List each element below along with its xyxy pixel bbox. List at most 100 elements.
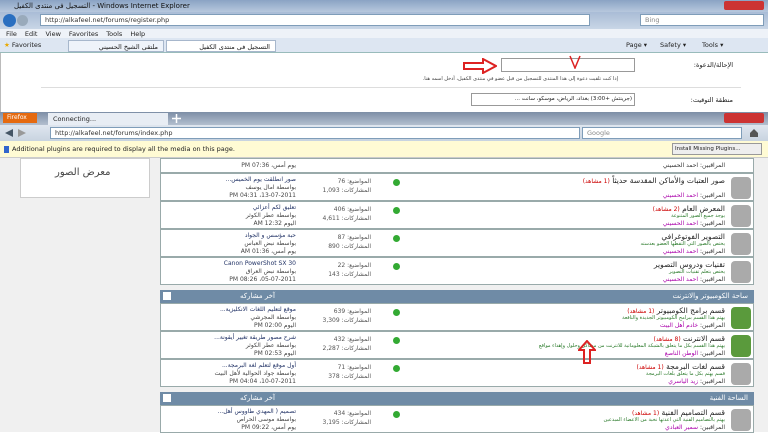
forum-title-link[interactable]: قسم لغات البرمجة xyxy=(666,362,725,371)
last-post-date: 13-07-2011، 04:31 PM xyxy=(229,192,296,199)
referrer-label: الإحالة/الدعوة: xyxy=(693,61,733,69)
forum-status-icon xyxy=(393,411,400,418)
last-post-link[interactable]: تصميم ( المهدي طاووس أهل... xyxy=(217,408,296,415)
menu-favorites[interactable]: Favorites xyxy=(68,30,99,38)
last-post-link[interactable]: حبة مؤسس و الجواد xyxy=(244,232,296,239)
last-post-header: آخر مشاركه xyxy=(240,394,275,402)
forum-title-link[interactable]: التصوير الفوتوغرافي xyxy=(661,232,725,241)
moderator-link[interactable]: خادم أهل البيت xyxy=(659,322,699,329)
menu-view[interactable]: View xyxy=(45,30,61,38)
forum-icon xyxy=(731,205,751,227)
last-post-link[interactable]: Canon PowerShot SX 30 xyxy=(223,260,296,267)
posts-count: المشاركات: 2,287 xyxy=(322,345,372,352)
menu-tools[interactable]: Tools xyxy=(106,30,123,38)
ie-tab-1[interactable]: ملتقى الشيخ الحسيني xyxy=(68,40,164,52)
moderator-link[interactable]: الوطن الناصع xyxy=(664,350,699,357)
collapse-icon[interactable] xyxy=(163,292,171,300)
last-post-date: اليوم 12:32 AM xyxy=(253,220,296,227)
forward-icon[interactable] xyxy=(17,15,28,26)
menu-file[interactable]: File xyxy=(6,30,17,38)
favorites-button[interactable]: ★ Favorites xyxy=(4,41,41,49)
forward-icon[interactable] xyxy=(17,128,27,138)
ie-address-bar: http://alkafeel.net/forums/register.php … xyxy=(0,12,768,29)
menu-help[interactable]: Help xyxy=(130,30,146,38)
last-post-author[interactable]: بواسطة نبض العباس xyxy=(244,240,296,247)
forum-status-icon xyxy=(393,365,400,372)
forum-title-link[interactable]: قسم برامج الكومبيوتر xyxy=(656,306,725,315)
last-post-author[interactable]: بواسطة امال يوسف xyxy=(245,184,297,191)
last-post-author[interactable]: بواسطة جواد الحوالية لأهل البيت xyxy=(214,370,296,377)
last-post-link[interactable]: موقع لتعليم اللغات الانكليزية... xyxy=(219,306,296,313)
last-post-date: يوم أمس، 01:36 AM xyxy=(240,248,296,255)
window-title: التسجيل فى منتدى الكفيل - Windows Intern… xyxy=(14,2,190,10)
forum-status-icon xyxy=(393,179,400,186)
menu-edit[interactable]: Edit xyxy=(24,30,38,38)
last-post-link[interactable]: تعليق لكم أعزائي xyxy=(252,204,296,211)
ff-tab[interactable]: Connecting... xyxy=(48,113,168,125)
forum-title-link[interactable]: تقنيات ودروس التصوير xyxy=(653,260,725,269)
back-icon[interactable] xyxy=(3,14,16,27)
forum-row: قسم برامج الكومبيوتر (1 مشاهد) يهتم هذا … xyxy=(160,303,754,331)
last-post-link[interactable]: أول موقع لتعلم لغة البرمجة... xyxy=(221,362,296,369)
forum-title-link[interactable]: قسم التصاميم الفنية xyxy=(661,408,725,417)
forum-viewers: (2 مشاهد) xyxy=(652,206,680,213)
forum-description: يختص بتعلم تقنيات التصوير xyxy=(669,269,725,275)
moderator-link[interactable]: زيد الياسري xyxy=(668,378,699,385)
forum-status-icon xyxy=(393,263,400,270)
gallery-sidebar[interactable]: معرض الصور xyxy=(20,158,150,198)
home-icon[interactable] xyxy=(749,128,759,138)
last-post-date: اليوم 02:00 PM xyxy=(253,322,296,329)
last-post-author[interactable]: بواسطة نبض العراق xyxy=(245,268,296,275)
forum-row: تقنيات ودروس التصوير يختص بتعلم تقنيات ا… xyxy=(160,257,754,285)
forum-icon xyxy=(731,177,751,199)
moderator-link[interactable]: احمد الحسيني xyxy=(662,220,699,227)
ff-search-input[interactable]: Google xyxy=(582,127,742,139)
page-menu[interactable]: Page ▾ xyxy=(626,41,648,49)
posts-count: المشاركات: 890 xyxy=(328,243,371,250)
section-title: ساحة الكومبيوتر والانترنت xyxy=(672,292,748,300)
forum-status-icon xyxy=(393,337,400,344)
window-controls[interactable] xyxy=(724,113,764,123)
last-post-date: 10-07-2011، 04:04 PM xyxy=(229,378,296,385)
ie-url-input[interactable]: http://alkafeel.net/forums/register.php xyxy=(40,14,590,26)
forum-title-link[interactable]: قسم الانترنت xyxy=(683,334,725,343)
timezone-select[interactable]: (جرينتش +3:00) بغداد، الرياض، موسكو، سان… xyxy=(471,93,635,106)
gallery-label: معرض الصور xyxy=(55,167,111,178)
last-post-author[interactable]: بواسطة المجرشي xyxy=(250,314,296,321)
moderator-link[interactable]: احمد الحسيني xyxy=(662,248,699,255)
forum-title-link[interactable]: صور العتبات والأماكن المقدسة حديثاً xyxy=(612,176,725,185)
ie-menu-bar: File Edit View Favorites Tools Help xyxy=(0,29,768,38)
posts-count: المشاركات: 143 xyxy=(328,271,371,278)
ff-url-input[interactable]: http://alkafeel.net/forums/index.php xyxy=(50,127,580,139)
ie-search-input[interactable]: Bing xyxy=(640,14,764,26)
safety-menu[interactable]: Safety ▾ xyxy=(660,41,687,49)
last-post-author[interactable]: بواسطة عطر الكوثر xyxy=(245,342,296,349)
back-icon[interactable] xyxy=(4,128,14,138)
last-post-link[interactable]: صور انطلقت يوم الخميس... xyxy=(225,176,297,183)
referrer-input[interactable] xyxy=(501,58,635,72)
install-plugins-button[interactable]: Install Missing Plugins... xyxy=(672,143,762,155)
moderator-link[interactable]: احمد الحسيني xyxy=(662,276,699,283)
last-post-date: يوم أمس، 07:36 PM xyxy=(241,162,296,169)
new-tab-icon[interactable] xyxy=(172,114,181,123)
timezone-label: منطقة التوقيت: xyxy=(690,96,733,104)
last-post-author[interactable]: بواسطة موسى الحراص xyxy=(236,416,296,423)
tools-menu[interactable]: Tools ▾ xyxy=(702,41,724,49)
topics-count: المواضيع: 22 xyxy=(337,262,371,269)
topics-count: المواضيع: 406 xyxy=(333,206,371,213)
forum-icon xyxy=(731,307,751,329)
firefox-menu-button[interactable]: Firefox xyxy=(3,113,37,123)
moderator-link[interactable]: احمد الحسيني xyxy=(662,192,699,199)
plugin-notice-text: Additional plugins are required to displ… xyxy=(12,145,235,153)
moderators-label: المراقبين: xyxy=(699,378,725,385)
forum-description: يهتم هذا القسم بكل ما يتعلق بالشبكة المع… xyxy=(538,343,725,349)
ie-tab-2[interactable]: التسجيل فى منتدى الكفيل xyxy=(166,40,276,52)
collapse-icon[interactable] xyxy=(163,394,171,402)
window-controls[interactable] xyxy=(724,1,764,10)
ff-title-bar: Firefox Connecting... xyxy=(0,112,768,125)
last-post-author[interactable]: بواسطة عطر الكوثر xyxy=(245,212,296,219)
moderator-link[interactable]: سمير العبادي xyxy=(665,424,699,431)
forum-title-link[interactable]: المعرض العام xyxy=(682,204,725,213)
last-post-link[interactable]: شرح مصور طريقة تغيير أيقونة... xyxy=(214,334,296,341)
forum-viewers: (1 مشاهد) xyxy=(627,308,655,315)
